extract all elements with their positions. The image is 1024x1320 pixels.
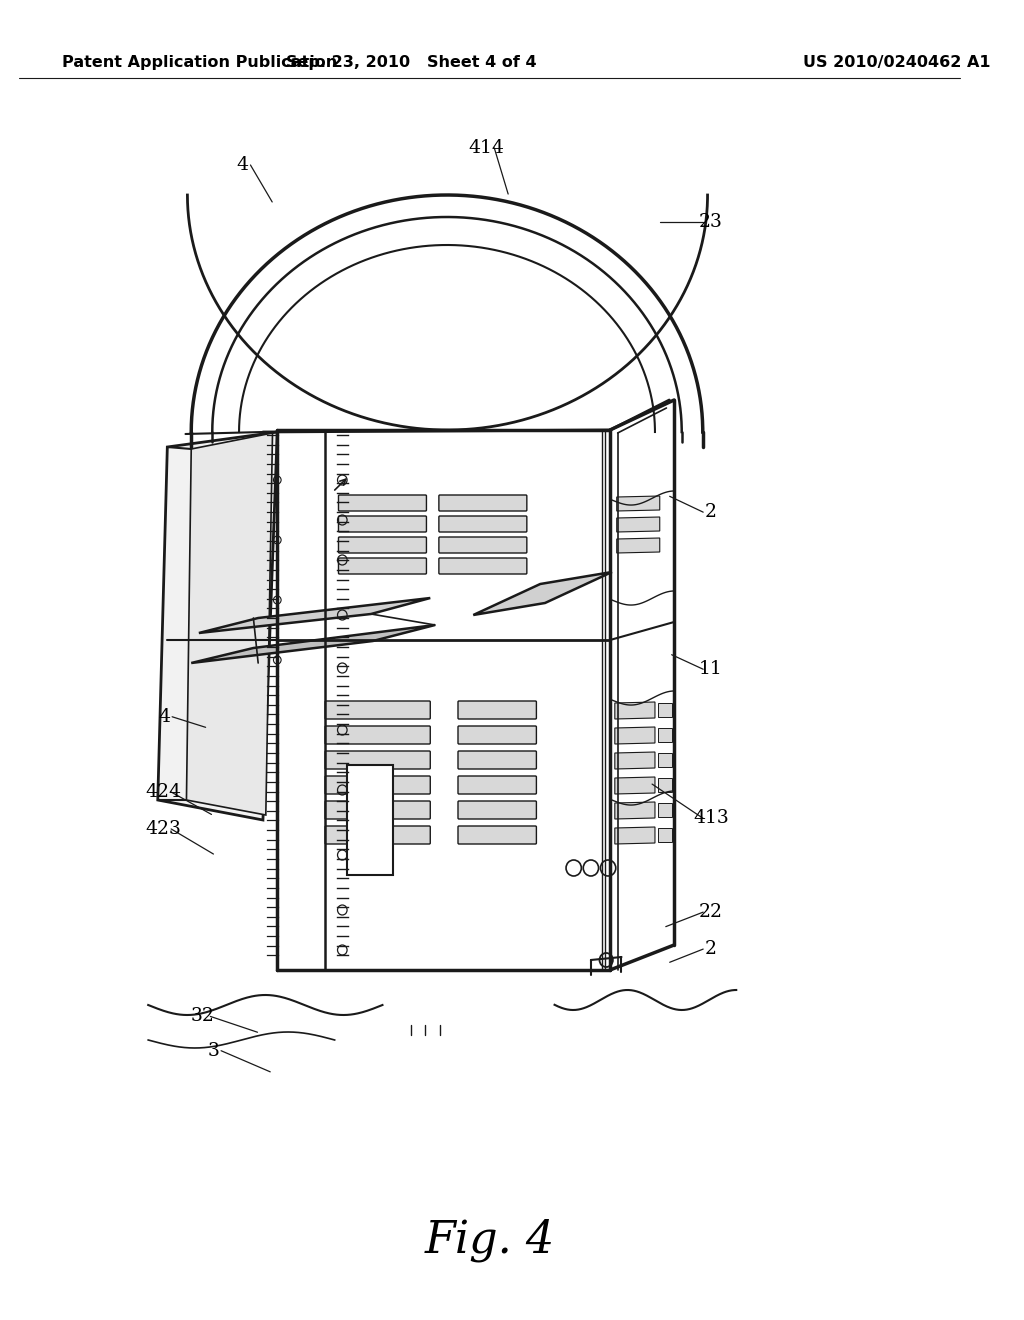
Polygon shape — [614, 803, 655, 818]
Text: 3: 3 — [208, 1041, 219, 1060]
FancyBboxPatch shape — [458, 801, 537, 818]
FancyBboxPatch shape — [458, 776, 537, 795]
FancyBboxPatch shape — [325, 826, 430, 843]
Polygon shape — [616, 496, 659, 511]
Text: 4: 4 — [237, 156, 249, 174]
Polygon shape — [657, 704, 672, 717]
FancyBboxPatch shape — [325, 701, 430, 719]
FancyBboxPatch shape — [339, 558, 426, 574]
Polygon shape — [616, 539, 659, 553]
Text: 11: 11 — [699, 660, 723, 678]
FancyBboxPatch shape — [347, 766, 393, 875]
Polygon shape — [614, 828, 655, 843]
Text: Fig. 4: Fig. 4 — [424, 1218, 555, 1262]
FancyBboxPatch shape — [339, 537, 426, 553]
FancyBboxPatch shape — [439, 495, 526, 511]
FancyBboxPatch shape — [325, 776, 430, 795]
Text: US 2010/0240462 A1: US 2010/0240462 A1 — [803, 54, 990, 70]
FancyBboxPatch shape — [439, 537, 526, 553]
Polygon shape — [614, 777, 655, 795]
FancyBboxPatch shape — [458, 751, 537, 770]
FancyBboxPatch shape — [339, 495, 426, 511]
Text: 23: 23 — [699, 213, 723, 231]
Polygon shape — [199, 598, 430, 634]
Polygon shape — [657, 803, 672, 817]
Polygon shape — [657, 752, 672, 767]
Polygon shape — [158, 432, 278, 820]
Text: 414: 414 — [469, 139, 505, 157]
Polygon shape — [614, 727, 655, 744]
Text: Sep. 23, 2010   Sheet 4 of 4: Sep. 23, 2010 Sheet 4 of 4 — [286, 54, 537, 70]
FancyBboxPatch shape — [458, 826, 537, 843]
Text: Patent Application Publication: Patent Application Publication — [62, 54, 337, 70]
FancyBboxPatch shape — [325, 801, 430, 818]
FancyBboxPatch shape — [339, 516, 426, 532]
Text: 2: 2 — [705, 940, 717, 958]
Polygon shape — [657, 828, 672, 842]
Polygon shape — [616, 517, 659, 532]
Polygon shape — [191, 624, 435, 663]
Text: 4: 4 — [159, 708, 170, 726]
Polygon shape — [657, 777, 672, 792]
Text: 423: 423 — [145, 820, 181, 838]
FancyBboxPatch shape — [325, 726, 430, 744]
Polygon shape — [657, 729, 672, 742]
Text: 32: 32 — [190, 1007, 215, 1026]
Polygon shape — [614, 702, 655, 719]
FancyBboxPatch shape — [458, 701, 537, 719]
Text: 413: 413 — [693, 809, 729, 828]
Text: 2: 2 — [705, 503, 717, 521]
FancyBboxPatch shape — [325, 751, 430, 770]
FancyBboxPatch shape — [458, 726, 537, 744]
Polygon shape — [186, 433, 272, 814]
Polygon shape — [614, 752, 655, 770]
Polygon shape — [473, 572, 612, 615]
FancyBboxPatch shape — [439, 516, 526, 532]
Text: 424: 424 — [145, 783, 181, 801]
FancyBboxPatch shape — [439, 558, 526, 574]
Text: 22: 22 — [698, 903, 723, 921]
